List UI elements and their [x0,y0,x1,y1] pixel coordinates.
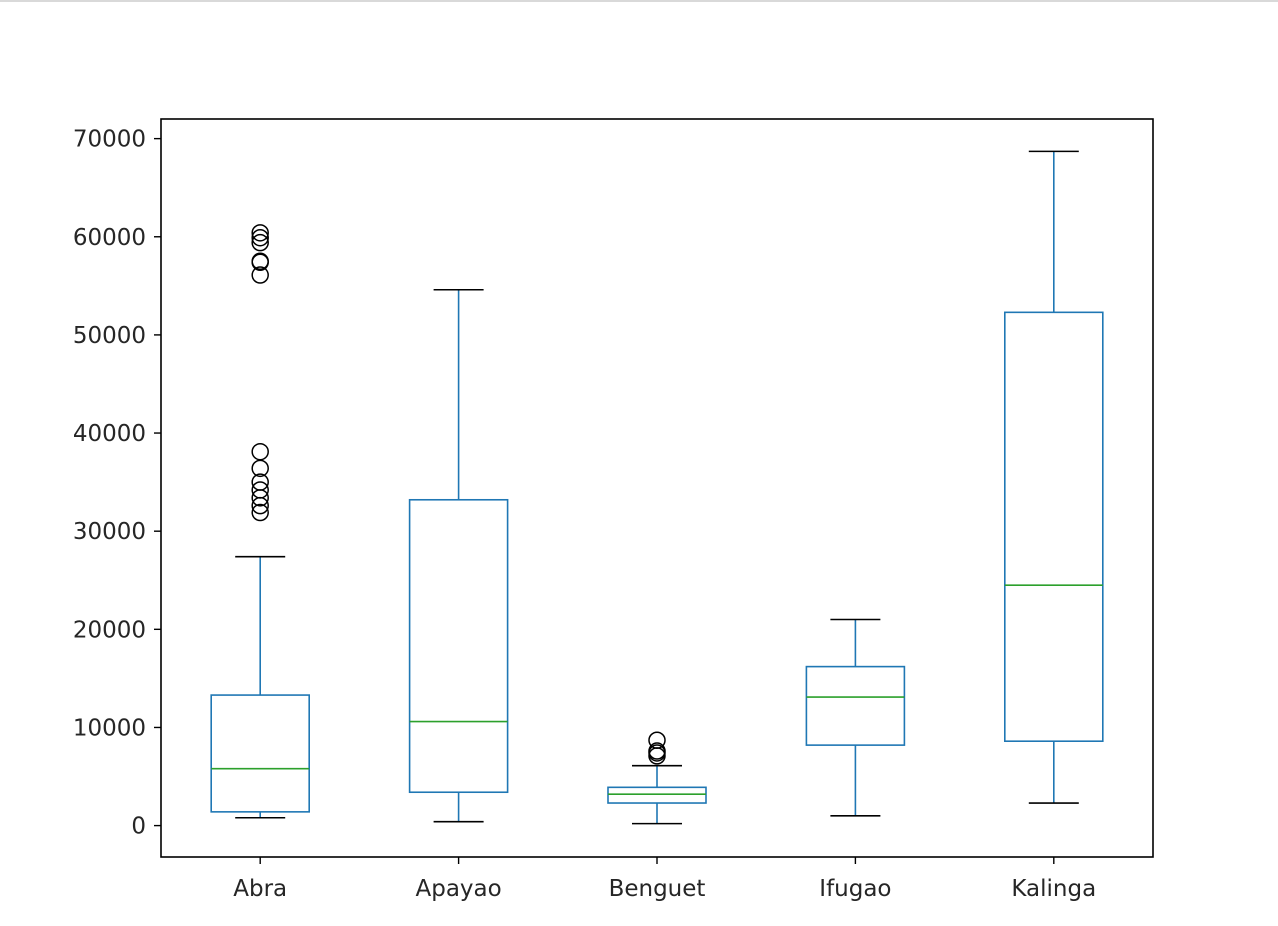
box-kalinga [1003,311,1104,742]
outlier-abra-9 [251,252,269,271]
box-ifugao [805,665,906,746]
y-tick-label-50000: 50000 [73,323,146,349]
y-tick-label-40000: 40000 [73,421,146,447]
outlier-abra-3 [251,481,269,499]
x-tick-label-abra: Abra [233,876,287,902]
x-tick-label-ifugao: Ifugao [819,876,891,902]
y-tick-label-70000: 70000 [73,127,146,153]
y-tick-label-20000: 20000 [73,617,146,643]
y-tick-label-30000: 30000 [73,519,146,545]
x-tick-label-benguet: Benguet [609,876,706,902]
box-benguet [607,786,707,804]
box-abra [210,694,310,813]
window-top-border [0,0,1278,2]
outlier-abra-10 [251,233,269,252]
y-tick-label-0: 0 [131,814,146,840]
outlier-abra-4 [251,473,269,491]
outlier-benguet-3 [648,731,666,749]
outlier-abra-7 [251,266,269,284]
y-tick-label-10000: 10000 [73,715,146,741]
outlier-abra-6 [251,442,269,461]
y-tick-label-60000: 60000 [73,225,146,251]
outlier-abra-0 [251,503,269,522]
x-tick-label-kalinga: Kalinga [1011,876,1096,902]
box-apayao [408,498,509,794]
outlier-abra-11 [251,228,269,247]
outlier-benguet-2 [648,742,666,760]
x-tick-label-apayao: Apayao [415,876,501,902]
outlier-abra-12 [251,224,269,242]
